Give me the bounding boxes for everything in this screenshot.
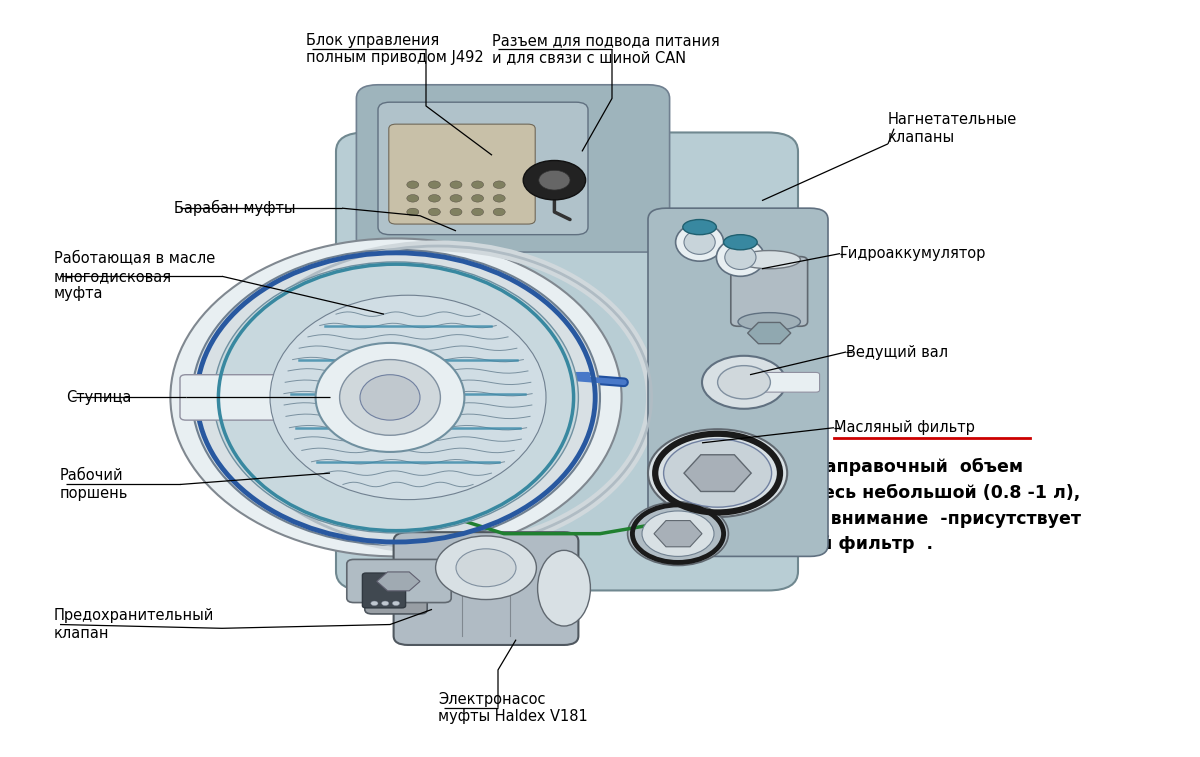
- Text: Ступица: Ступица: [66, 390, 131, 405]
- FancyBboxPatch shape: [180, 375, 288, 420]
- Text: Барабан муфты: Барабан муфты: [174, 200, 295, 217]
- Ellipse shape: [738, 251, 800, 269]
- Text: Масляный фильтр: Масляный фильтр: [834, 420, 974, 435]
- Ellipse shape: [538, 550, 590, 626]
- Ellipse shape: [683, 220, 716, 235]
- Circle shape: [472, 181, 484, 188]
- Polygon shape: [654, 521, 702, 547]
- Circle shape: [718, 366, 770, 399]
- Circle shape: [702, 356, 786, 409]
- Ellipse shape: [360, 375, 420, 420]
- Ellipse shape: [725, 245, 756, 269]
- Circle shape: [450, 208, 462, 216]
- Ellipse shape: [340, 360, 440, 435]
- Text: Рабочий
поршень: Рабочий поршень: [60, 469, 128, 500]
- Ellipse shape: [456, 549, 516, 587]
- Text: Нагнетательные
клапаны: Нагнетательные клапаны: [888, 113, 1018, 145]
- Circle shape: [428, 181, 440, 188]
- Circle shape: [664, 439, 772, 507]
- Circle shape: [472, 195, 484, 202]
- Ellipse shape: [312, 307, 540, 473]
- Polygon shape: [748, 322, 791, 344]
- Polygon shape: [684, 455, 751, 491]
- FancyBboxPatch shape: [362, 573, 406, 608]
- Text: Ведущий вал: Ведущий вал: [846, 344, 948, 360]
- Text: Работающая в масле
многодисковая
муфта: Работающая в масле многодисковая муфта: [54, 251, 215, 301]
- FancyBboxPatch shape: [336, 132, 798, 590]
- FancyBboxPatch shape: [740, 372, 820, 392]
- Circle shape: [407, 195, 419, 202]
- Ellipse shape: [170, 238, 622, 556]
- Circle shape: [628, 502, 728, 565]
- Ellipse shape: [684, 230, 715, 254]
- FancyBboxPatch shape: [378, 102, 588, 235]
- Ellipse shape: [270, 295, 546, 500]
- FancyBboxPatch shape: [365, 563, 427, 614]
- FancyBboxPatch shape: [394, 532, 578, 645]
- Circle shape: [428, 195, 440, 202]
- Text: Электронасос
муфты Haldex V181: Электронасос муфты Haldex V181: [438, 692, 588, 724]
- Circle shape: [493, 195, 505, 202]
- Circle shape: [539, 170, 570, 190]
- Text: Гидроаккумулятор: Гидроаккумулятор: [840, 246, 986, 261]
- Ellipse shape: [436, 536, 536, 600]
- Text: Предохранительный
клапан: Предохранительный клапан: [54, 609, 215, 640]
- FancyBboxPatch shape: [356, 85, 670, 252]
- Circle shape: [523, 160, 586, 200]
- Ellipse shape: [192, 250, 600, 545]
- Circle shape: [382, 601, 389, 606]
- Circle shape: [493, 208, 505, 216]
- Circle shape: [371, 601, 378, 606]
- Circle shape: [642, 511, 714, 556]
- Circle shape: [407, 208, 419, 216]
- Circle shape: [493, 181, 505, 188]
- Ellipse shape: [738, 313, 800, 331]
- FancyBboxPatch shape: [731, 257, 808, 326]
- Circle shape: [407, 181, 419, 188]
- Ellipse shape: [214, 262, 578, 533]
- Circle shape: [428, 208, 440, 216]
- Circle shape: [450, 195, 462, 202]
- FancyBboxPatch shape: [648, 208, 828, 556]
- Text: Блок управления
полным приводом J492: Блок управления полным приводом J492: [306, 33, 484, 65]
- Text: Разъем для подвода питания
и для связи с шиной CAN: Разъем для подвода питания и для связи с…: [492, 33, 720, 65]
- Polygon shape: [377, 572, 420, 590]
- FancyBboxPatch shape: [347, 559, 451, 603]
- Ellipse shape: [316, 343, 464, 452]
- FancyBboxPatch shape: [389, 124, 535, 224]
- Ellipse shape: [724, 235, 757, 250]
- Ellipse shape: [676, 223, 724, 261]
- Ellipse shape: [716, 238, 764, 276]
- Circle shape: [392, 601, 400, 606]
- Circle shape: [648, 429, 787, 517]
- Circle shape: [472, 208, 484, 216]
- Text: Общий  заправочный  объем
масла здесь небольшой (0.8 -1 л),
обратите внимание  -: Общий заправочный объем масла здесь небо…: [732, 458, 1081, 553]
- Circle shape: [450, 181, 462, 188]
